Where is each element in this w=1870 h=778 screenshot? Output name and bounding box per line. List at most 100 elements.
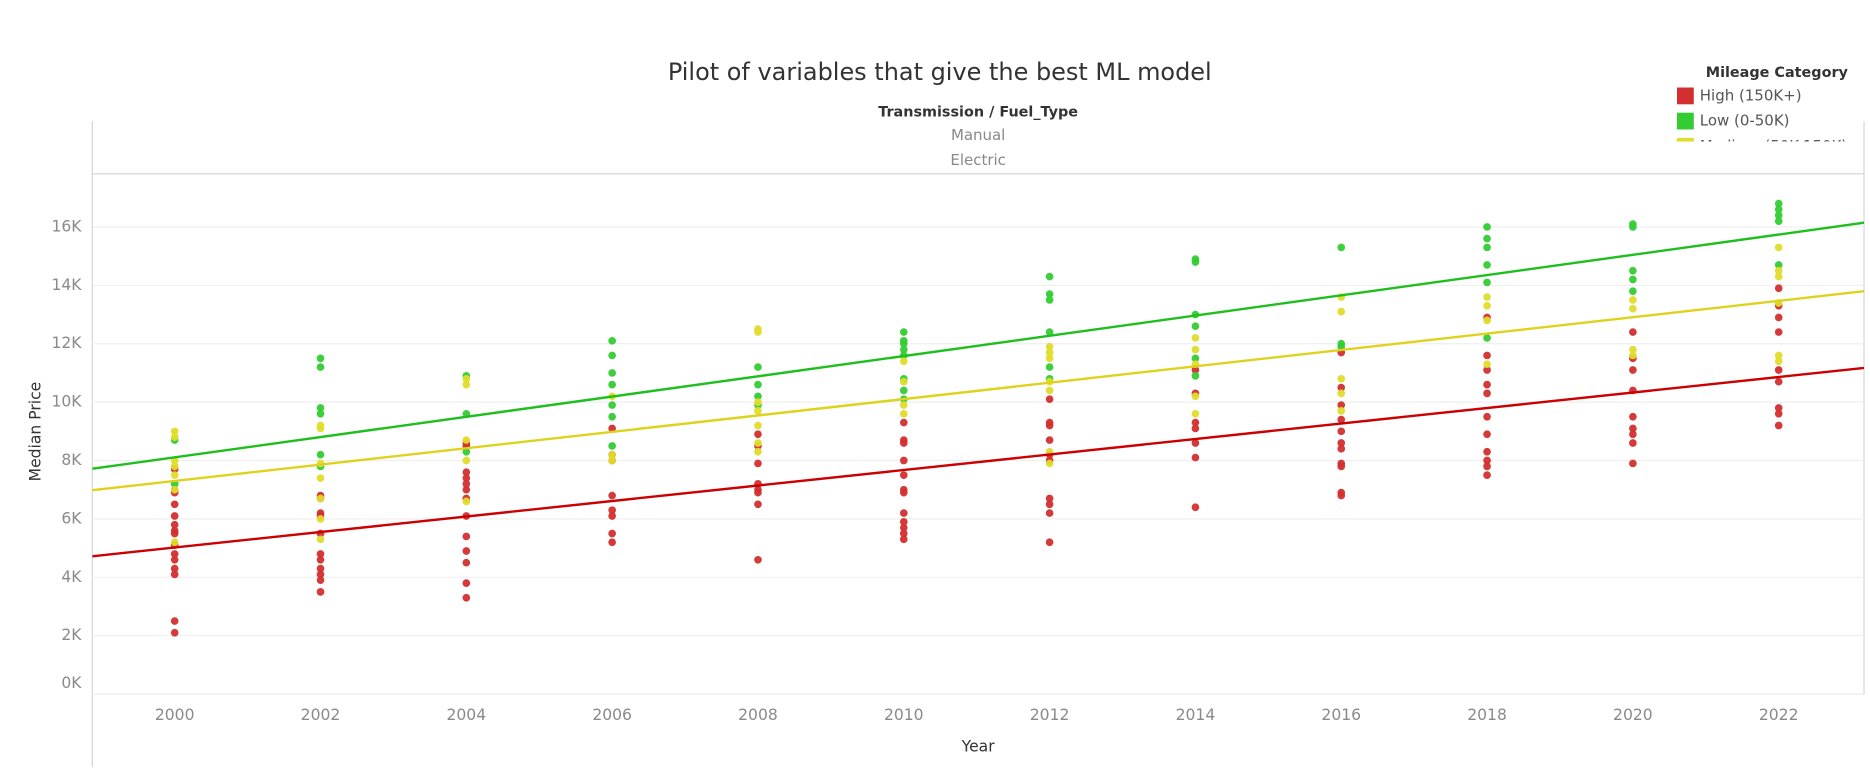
point: [1774, 328, 1783, 336]
point: [1483, 316, 1491, 325]
point: [462, 374, 471, 383]
point: [899, 456, 908, 465]
point: [1191, 409, 1200, 418]
point: [170, 427, 179, 436]
point: [1045, 459, 1054, 468]
chart-title: Pilot of variables that give the best ML…: [668, 58, 1212, 86]
point: [170, 512, 179, 520]
point: [1483, 471, 1491, 479]
point: [1774, 205, 1783, 214]
x-tick-label: 2012: [1030, 706, 1070, 724]
point: [1629, 304, 1637, 313]
point: [1483, 430, 1491, 439]
point: [1629, 459, 1637, 468]
point: [1045, 494, 1054, 503]
point: [316, 570, 325, 579]
point: [316, 555, 325, 564]
point: [462, 474, 471, 482]
legend-title: Mileage Category: [1706, 65, 1849, 81]
legend-swatch: [1677, 137, 1694, 142]
point: [170, 564, 179, 573]
trend-line: [92, 290, 1865, 492]
point: [1629, 439, 1637, 447]
point: [316, 404, 325, 412]
point: [1337, 383, 1346, 392]
y-tick-label: 12K: [51, 334, 82, 352]
trend-lines: [92, 221, 1865, 558]
point: [1337, 407, 1346, 415]
point: [608, 369, 616, 377]
point: [462, 579, 471, 587]
point: [1337, 243, 1346, 252]
point: [1774, 266, 1783, 275]
point: [1629, 296, 1637, 304]
point: [1483, 278, 1491, 287]
point: [1191, 258, 1200, 266]
point: [754, 430, 762, 439]
point: [462, 547, 471, 555]
point: [1191, 345, 1200, 354]
x-tick-label: 2010: [884, 706, 924, 724]
point: [1191, 366, 1200, 374]
point: [1629, 424, 1637, 433]
point: [462, 593, 471, 602]
point: [1045, 386, 1054, 395]
y-tick-label: 10K: [51, 393, 82, 411]
point: [899, 377, 908, 386]
point: [1045, 421, 1054, 430]
point: [316, 354, 325, 363]
point: [170, 462, 179, 471]
point: [1045, 290, 1054, 298]
point: [1774, 421, 1783, 430]
x-tick-label: 2006: [592, 706, 632, 724]
point: [462, 532, 471, 541]
y-tick-label: 14K: [51, 276, 82, 294]
legend: Mileage Category High (150K+) Low (0-50K)…: [1677, 65, 1849, 142]
point: [1774, 211, 1783, 220]
point: [1337, 415, 1346, 424]
point: [1483, 360, 1491, 369]
point: [754, 439, 762, 447]
point: [1774, 351, 1783, 360]
legend-label: High (150K+): [1700, 86, 1802, 104]
y-axis-title: Median Price: [26, 382, 44, 482]
point: [462, 485, 471, 494]
point: [899, 409, 908, 418]
point: [1045, 354, 1054, 363]
x-tick-label: 2008: [738, 706, 778, 724]
trend-line: [92, 366, 1865, 558]
point: [1191, 503, 1200, 512]
point: [170, 520, 179, 529]
point: [608, 512, 616, 520]
legend-label: Low (0-50K): [1700, 112, 1790, 130]
point: [899, 357, 908, 366]
point: [462, 468, 471, 477]
point: [316, 515, 325, 523]
point: [316, 494, 325, 503]
point: [608, 529, 616, 538]
point: [1337, 401, 1346, 409]
y-tick-label: 16K: [51, 217, 82, 235]
header-title: Transmission / Fuel_Type: [878, 105, 1078, 121]
point: [1483, 412, 1491, 421]
point: [170, 555, 179, 564]
point: [1337, 445, 1346, 453]
point: [1045, 395, 1054, 404]
point: [1629, 430, 1637, 439]
point: [899, 517, 908, 526]
y-tick-label: 2K: [61, 626, 82, 644]
grid: 0K 2K 4K 6K 8K 10K 12K 14K 16K 2000 2002 2004 2006 20…: [51, 217, 1865, 724]
point: [316, 409, 325, 418]
point: [1483, 234, 1491, 243]
point: [462, 456, 471, 465]
point: [1774, 377, 1783, 386]
points: [170, 199, 1783, 637]
point: [608, 538, 616, 547]
point: [1191, 424, 1200, 433]
row-header: Manual: [951, 126, 1005, 144]
point: [1483, 334, 1491, 342]
point: [1483, 389, 1491, 398]
point: [1629, 275, 1637, 284]
point: [1045, 272, 1054, 281]
